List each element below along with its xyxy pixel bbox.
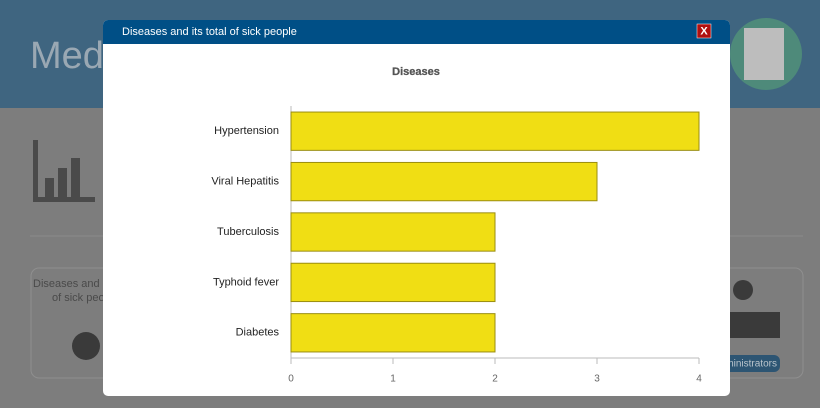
bar <box>290 262 496 303</box>
modal-title: Diseases and its total of sick people <box>122 26 297 38</box>
x-tick-label: 1 <box>390 374 396 385</box>
bar <box>290 111 700 151</box>
y-tick-label: Viral Hepatitis <box>211 176 279 188</box>
y-tick-label: Typhoid fever <box>213 276 279 288</box>
bar <box>290 161 598 202</box>
y-tick-label: Diabetes <box>236 327 280 339</box>
app-title: Med <box>30 35 104 77</box>
admin-icon <box>733 280 753 300</box>
bar <box>290 212 496 252</box>
chart: Diseases 0 1 2 3 4 Hypertension Viral Hepatitis… <box>211 66 702 385</box>
x-tick-label: 3 <box>594 374 600 385</box>
card-line: Diseases and <box>33 278 100 290</box>
app-icon-sheet <box>744 28 784 80</box>
x-tick-label: 4 <box>696 374 702 385</box>
admin-button[interactable] <box>716 355 780 372</box>
y-tick-label: Hypertension <box>214 125 279 137</box>
stats-icon <box>33 140 95 202</box>
close-label[interactable]: X <box>700 25 708 37</box>
chart-title: Diseases <box>392 66 440 78</box>
x-tick-label: 0 <box>288 374 294 385</box>
card-line: of sick peo <box>52 292 105 304</box>
virus-icon <box>72 332 100 360</box>
y-tick-label: Tuberculosis <box>217 226 279 238</box>
bar <box>290 313 496 353</box>
admin-button-label[interactable]: ministrators <box>725 359 777 370</box>
close-button[interactable] <box>696 23 712 39</box>
modal-header <box>103 20 730 44</box>
admin-desk <box>730 312 780 338</box>
x-tick-label: 2 <box>492 374 498 385</box>
